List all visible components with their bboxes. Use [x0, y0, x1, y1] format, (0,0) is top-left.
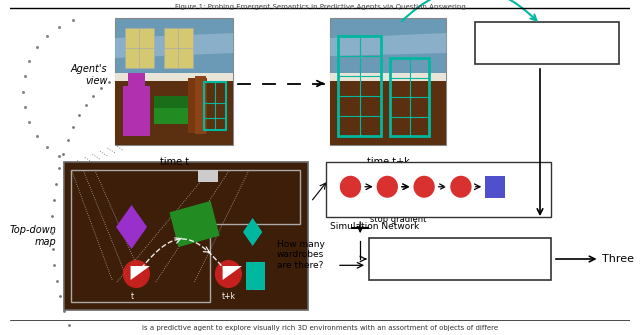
- Text: stop gradient: stop gradient: [370, 214, 426, 223]
- FancyBboxPatch shape: [125, 28, 154, 68]
- FancyBboxPatch shape: [330, 18, 447, 145]
- Polygon shape: [330, 33, 447, 56]
- Text: Top-down
map: Top-down map: [9, 225, 56, 247]
- Text: is a predictive agent to explore visually rich 3D environments with an assortmen: is a predictive agent to explore visuall…: [143, 325, 499, 331]
- FancyBboxPatch shape: [485, 176, 504, 198]
- Text: Question-Answering Decoder: Question-Answering Decoder: [399, 255, 522, 264]
- FancyBboxPatch shape: [246, 262, 265, 290]
- FancyBboxPatch shape: [330, 81, 447, 145]
- FancyBboxPatch shape: [64, 162, 308, 310]
- Circle shape: [451, 176, 472, 198]
- FancyBboxPatch shape: [115, 18, 233, 145]
- FancyBboxPatch shape: [198, 170, 218, 182]
- Text: Prediction Loss: Prediction Loss: [511, 38, 584, 48]
- FancyBboxPatch shape: [195, 76, 206, 134]
- FancyBboxPatch shape: [154, 106, 191, 124]
- Text: How many
wardrobes
are there?: How many wardrobes are there?: [277, 240, 324, 270]
- Polygon shape: [243, 218, 262, 246]
- FancyArrowPatch shape: [402, 0, 536, 21]
- Text: time t: time t: [159, 157, 189, 167]
- FancyBboxPatch shape: [330, 73, 447, 81]
- Text: Agent's
view: Agent's view: [70, 64, 108, 86]
- Text: t: t: [131, 292, 134, 301]
- FancyBboxPatch shape: [123, 86, 150, 136]
- FancyBboxPatch shape: [115, 81, 233, 145]
- FancyBboxPatch shape: [163, 28, 193, 68]
- Text: Simulation Network: Simulation Network: [330, 222, 419, 231]
- Text: t+k: t+k: [221, 292, 236, 301]
- FancyBboxPatch shape: [115, 73, 233, 81]
- FancyBboxPatch shape: [326, 162, 551, 217]
- Circle shape: [215, 260, 242, 288]
- FancyBboxPatch shape: [476, 22, 619, 64]
- Polygon shape: [115, 33, 233, 58]
- Circle shape: [340, 176, 361, 198]
- Polygon shape: [170, 201, 220, 247]
- Text: time t+k: time t+k: [367, 157, 410, 167]
- Circle shape: [413, 176, 435, 198]
- Text: Three: Three: [602, 254, 634, 264]
- FancyBboxPatch shape: [369, 238, 551, 280]
- Circle shape: [377, 176, 398, 198]
- FancyBboxPatch shape: [127, 73, 145, 88]
- Circle shape: [123, 260, 150, 288]
- Text: Figure 1: Probing Emergent Semantics in Predictive Agents via Question Answering: Figure 1: Probing Emergent Semantics in …: [175, 4, 466, 10]
- Polygon shape: [131, 266, 150, 280]
- Polygon shape: [116, 205, 147, 249]
- FancyBboxPatch shape: [154, 96, 191, 108]
- Polygon shape: [223, 266, 242, 280]
- FancyBboxPatch shape: [188, 78, 207, 133]
